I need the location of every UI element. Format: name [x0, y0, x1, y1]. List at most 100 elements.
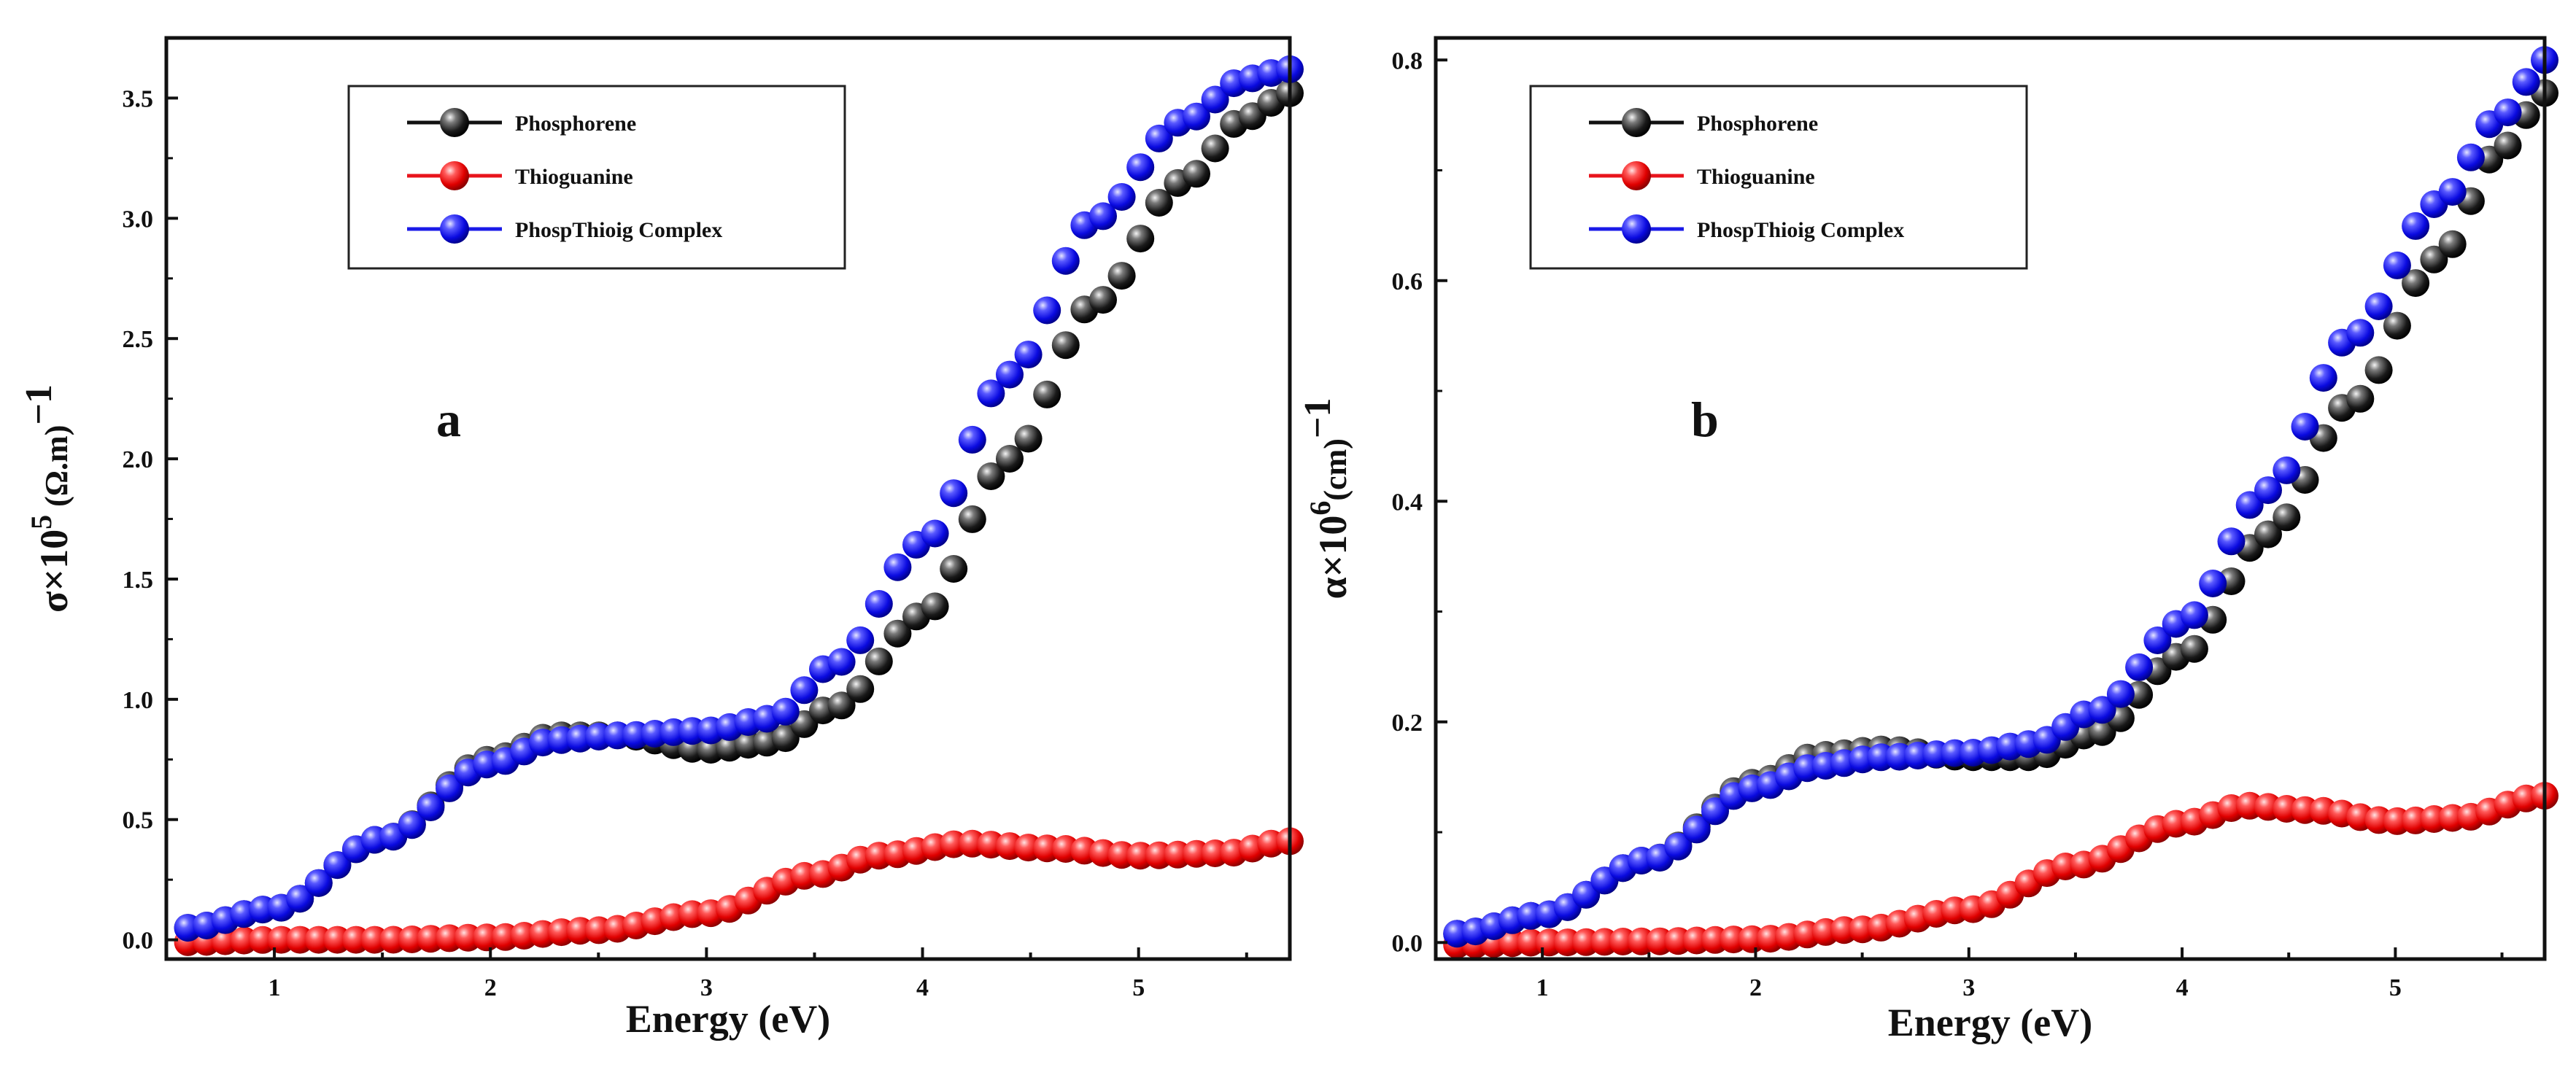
marker-phospthioig-complex — [2143, 626, 2172, 654]
y-tick-label: 0.0 — [1392, 930, 1423, 957]
marker-phospthioig-complex — [1089, 202, 1117, 230]
marker-phospthioig-complex — [1664, 832, 1693, 861]
marker-phospthioig-complex — [2438, 178, 2467, 206]
legend-label: Thioguanine — [1697, 165, 1815, 189]
marker-phospthioig-complex — [1201, 85, 1229, 114]
marker-phosphorene — [1183, 160, 1210, 188]
marker-phospthioig-complex — [921, 519, 949, 548]
marker-phosphorene — [921, 592, 949, 621]
legend-label: Phosphorene — [1697, 112, 1818, 136]
marker-phosphorene — [2494, 131, 2522, 160]
marker-phosphorene — [2346, 384, 2375, 413]
y-tick-label: 0.4 — [1392, 489, 1423, 516]
marker-phospthioig-complex — [1183, 102, 1210, 131]
legend-marker — [440, 108, 469, 137]
marker-phospthioig-complex — [2106, 680, 2135, 708]
marker-phospthioig-complex — [2346, 319, 2375, 347]
y-axis-title: σ×105 (Ω.m)−1 — [18, 384, 76, 613]
x-tick-label: 1 — [1536, 974, 1549, 1001]
marker-phospthioig-complex — [1145, 124, 1173, 152]
legend-marker — [1622, 214, 1651, 244]
y-tick-label: 0.0 — [123, 928, 154, 955]
marker-phosphorene — [2180, 635, 2208, 663]
x-tick-label: 3 — [700, 974, 713, 1001]
legend: Phosphorene Thioguanine PhospThioig Comple… — [1529, 85, 2028, 270]
x-tick-label: 1 — [268, 974, 281, 1001]
x-axis-title: Energy (eV) — [626, 997, 830, 1041]
y-tick-label: 3.5 — [123, 85, 154, 112]
marker-phospthioig-complex — [1701, 797, 1729, 826]
legend-marker — [440, 161, 469, 190]
x-tick-label: 5 — [1132, 974, 1145, 1001]
marker-phosphorene — [1033, 380, 1061, 408]
marker-phospthioig-complex — [1107, 183, 1136, 211]
marker-phospthioig-complex — [2217, 527, 2246, 556]
marker-phospthioig-complex — [286, 885, 314, 913]
series-markers — [174, 55, 1304, 956]
x-tick-label: 4 — [916, 974, 929, 1001]
series-markers — [1443, 46, 2558, 959]
y-tick-label: 2.5 — [123, 326, 154, 353]
marker-phosphorene — [1089, 286, 1117, 314]
marker-phospthioig-complex — [2309, 364, 2337, 392]
marker-phospthioig-complex — [1051, 247, 1080, 275]
x-axis-ticks: 1 2 3 4 5 — [165, 947, 1248, 1001]
marker-phospthioig-complex — [771, 697, 800, 726]
y-tick-label: 0.8 — [1392, 47, 1423, 74]
marker-phosphorene — [2402, 269, 2430, 298]
marker-phosphorene — [2383, 311, 2411, 340]
marker-phospthioig-complex — [2199, 570, 2227, 597]
marker-phospthioig-complex — [883, 553, 912, 581]
marker-phosphorene — [958, 505, 986, 533]
marker-phosphorene — [827, 691, 856, 720]
legend-marker — [1622, 161, 1651, 190]
marker-phospthioig-complex — [940, 479, 968, 508]
marker-phosphorene — [2364, 356, 2393, 384]
marker-phosphorene — [2254, 520, 2282, 548]
marker-phospthioig-complex — [436, 774, 463, 802]
marker-phosphorene — [977, 462, 1005, 490]
marker-phospthioig-complex — [977, 379, 1005, 408]
marker-phospthioig-complex — [2364, 292, 2393, 320]
marker-phosphorene — [2438, 230, 2467, 258]
marker-phospthioig-complex — [2125, 653, 2154, 681]
marker-phospthioig-complex — [398, 811, 426, 839]
marker-phosphorene — [940, 555, 968, 583]
legend-marker — [440, 214, 469, 244]
marker-phospthioig-complex — [2273, 456, 2301, 484]
chart-panel-a: 1 2 3 4 5 0.0 0.5 1.0 1.5 2.0 2.5 3.0 3.5 Energy (e… — [18, 36, 1304, 1041]
marker-phospthioig-complex — [2291, 413, 2319, 441]
marker-phospthioig-complex — [2180, 601, 2208, 629]
marker-phospthioig-complex — [846, 626, 875, 654]
chart-panel-b: 1 2 3 4 5 0.0 0.2 0.4 0.6 0.8 Energy (eV) α×106(… — [1297, 36, 2558, 1044]
x-tick-label: 3 — [1962, 974, 1975, 1001]
marker-phospthioig-complex — [996, 360, 1024, 389]
x-axis-title: Energy (eV) — [1888, 1001, 2092, 1044]
marker-phospthioig-complex — [304, 869, 333, 897]
marker-phospthioig-complex — [2402, 212, 2430, 240]
plot-frame — [1434, 36, 2547, 961]
marker-phospthioig-complex — [323, 851, 352, 880]
y-tick-label: 0.5 — [123, 807, 154, 834]
marker-phospthioig-complex — [790, 676, 819, 705]
marker-phosphorene — [846, 675, 875, 703]
marker-phospthioig-complex — [1682, 815, 1711, 844]
x-tick-label: 2 — [1749, 974, 1762, 1001]
y-tick-label: 0.2 — [1392, 710, 1423, 737]
marker-phospthioig-complex — [1014, 341, 1043, 369]
marker-phospthioig-complex — [2456, 143, 2485, 171]
legend-label: Thioguanine — [515, 165, 633, 189]
marker-phospthioig-complex — [2494, 98, 2522, 127]
y-tick-label: 1.5 — [123, 567, 154, 594]
y-axis-title: α×106(cm)−1 — [1297, 397, 1355, 599]
marker-phosphorene — [996, 445, 1024, 473]
legend-label: PhospThioig Complex — [1697, 218, 1904, 242]
marker-phosphorene — [2420, 245, 2448, 273]
x-axis-ticks: 1 2 3 4 5 — [1434, 947, 2504, 1001]
marker-phosphorene — [1145, 189, 1173, 217]
y-tick-label: 2.0 — [123, 446, 154, 473]
plot-frame — [164, 36, 1292, 961]
marker-phospthioig-complex — [2254, 476, 2282, 505]
marker-phospthioig-complex — [1126, 153, 1155, 182]
